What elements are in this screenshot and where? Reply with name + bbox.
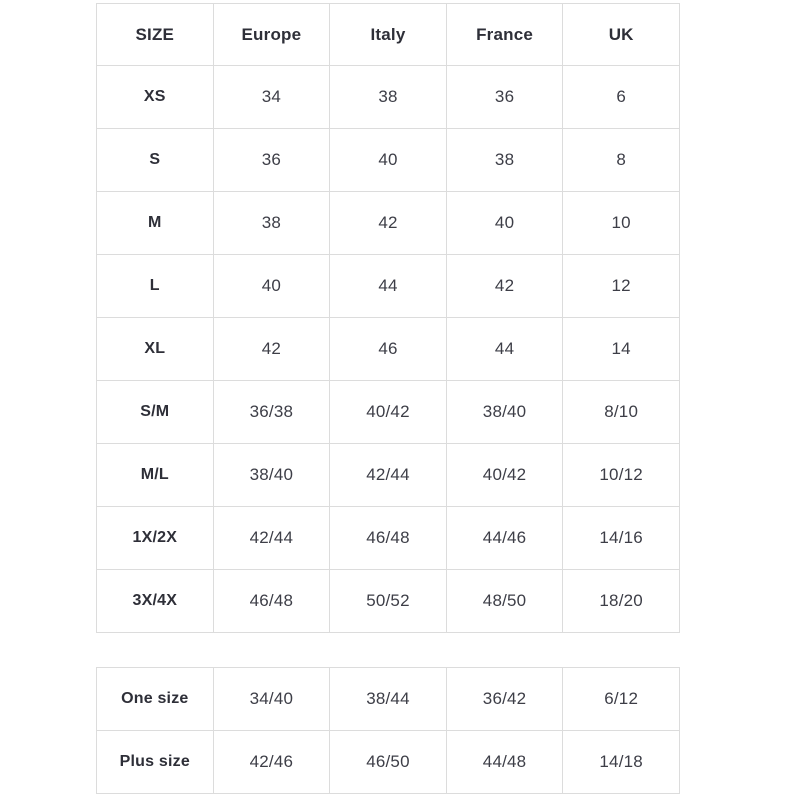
size-table-body: XS 34 38 36 6 S 36 40 38 8 M 38 42 40 10 L 40 44 42 12 XL 42 4…: [96, 65, 680, 633]
size-cell: 10/12: [562, 443, 680, 507]
size-cell: 38: [212, 191, 331, 255]
row-label: M: [96, 191, 214, 255]
size-cell: 38/40: [445, 380, 564, 444]
size-conversion-table: SIZE Europe Italy France UK XS 34 38 36 6 S 36 40 38…: [96, 3, 680, 633]
column-header: Italy: [329, 3, 447, 66]
size-cell: 42: [445, 254, 564, 318]
size-cell: 38/44: [329, 667, 447, 731]
size-cell: 40/42: [329, 380, 447, 444]
table-row: S 36 40 38 8: [96, 128, 680, 192]
size-cell: 34: [212, 65, 331, 129]
table-row: S/M 36/38 40/42 38/40 8/10: [96, 380, 680, 444]
row-label: M/L: [96, 443, 214, 507]
size-cell: 10: [562, 191, 680, 255]
size-cell: 6/12: [562, 667, 680, 731]
size-cell: 46/48: [329, 506, 447, 570]
size-cell: 42: [329, 191, 447, 255]
size-cell: 6: [562, 65, 680, 129]
size-cell: 44/48: [445, 730, 564, 794]
size-cell: 14/16: [562, 506, 680, 570]
row-label: L: [96, 254, 214, 318]
row-label: Plus size: [96, 730, 214, 794]
size-cell: 40: [445, 191, 564, 255]
size-cell: 44: [445, 317, 564, 381]
size-cell: 40: [212, 254, 331, 318]
size-cell: 14/18: [562, 730, 680, 794]
size-chart-page: SIZE Europe Italy France UK XS 34 38 36 6 S 36 40 38…: [96, 3, 680, 794]
size-cell: 14: [562, 317, 680, 381]
size-cell: 18/20: [562, 569, 680, 633]
one-size-table-body: One size 34/40 38/44 36/42 6/12 Plus size 42/4…: [96, 667, 680, 794]
table-row: XL 42 46 44 14: [96, 317, 680, 381]
size-cell: 48/50: [445, 569, 564, 633]
column-header: UK: [562, 3, 680, 66]
row-label: One size: [96, 667, 214, 731]
row-label: S: [96, 128, 214, 192]
size-cell: 46/50: [329, 730, 447, 794]
row-label: 1X/2X: [96, 506, 214, 570]
size-cell: 42/44: [329, 443, 447, 507]
row-label: S/M: [96, 380, 214, 444]
row-label: XS: [96, 65, 214, 129]
table-row: M 38 42 40 10: [96, 191, 680, 255]
size-cell: 8: [562, 128, 680, 192]
size-cell: 38: [329, 65, 447, 129]
table-row: One size 34/40 38/44 36/42 6/12: [96, 667, 680, 731]
size-cell: 44: [329, 254, 447, 318]
row-label: 3X/4X: [96, 569, 214, 633]
size-cell: 12: [562, 254, 680, 318]
table-row: M/L 38/40 42/44 40/42 10/12: [96, 443, 680, 507]
size-cell: 42/44: [212, 506, 331, 570]
size-cell: 8/10: [562, 380, 680, 444]
size-cell: 42: [212, 317, 331, 381]
size-cell: 38: [445, 128, 564, 192]
size-cell: 40: [329, 128, 447, 192]
size-cell: 36/38: [212, 380, 331, 444]
one-size-table: One size 34/40 38/44 36/42 6/12 Plus size 42/4…: [96, 667, 680, 794]
table-row: Plus size 42/46 46/50 44/48 14/18: [96, 730, 680, 794]
header-row: SIZE Europe Italy France UK: [96, 3, 680, 66]
size-cell: 46/48: [212, 569, 331, 633]
size-cell: 44/46: [445, 506, 564, 570]
column-header: Europe: [212, 3, 331, 66]
table-row: L 40 44 42 12: [96, 254, 680, 318]
size-cell: 42/46: [212, 730, 331, 794]
size-cell: 40/42: [445, 443, 564, 507]
size-cell: 50/52: [329, 569, 447, 633]
table-row: 1X/2X 42/44 46/48 44/46 14/16: [96, 506, 680, 570]
size-cell: 38/40: [212, 443, 331, 507]
row-label: XL: [96, 317, 214, 381]
size-cell: 34/40: [212, 667, 331, 731]
column-header: SIZE: [96, 3, 214, 66]
size-cell: 36: [212, 128, 331, 192]
size-cell: 36: [445, 65, 564, 129]
size-cell: 46: [329, 317, 447, 381]
column-header: France: [445, 3, 564, 66]
table-row: 3X/4X 46/48 50/52 48/50 18/20: [96, 569, 680, 633]
table-row: XS 34 38 36 6: [96, 65, 680, 129]
size-cell: 36/42: [445, 667, 564, 731]
